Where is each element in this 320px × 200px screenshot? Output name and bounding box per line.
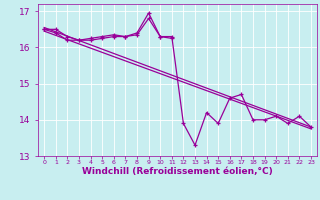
- X-axis label: Windchill (Refroidissement éolien,°C): Windchill (Refroidissement éolien,°C): [82, 167, 273, 176]
